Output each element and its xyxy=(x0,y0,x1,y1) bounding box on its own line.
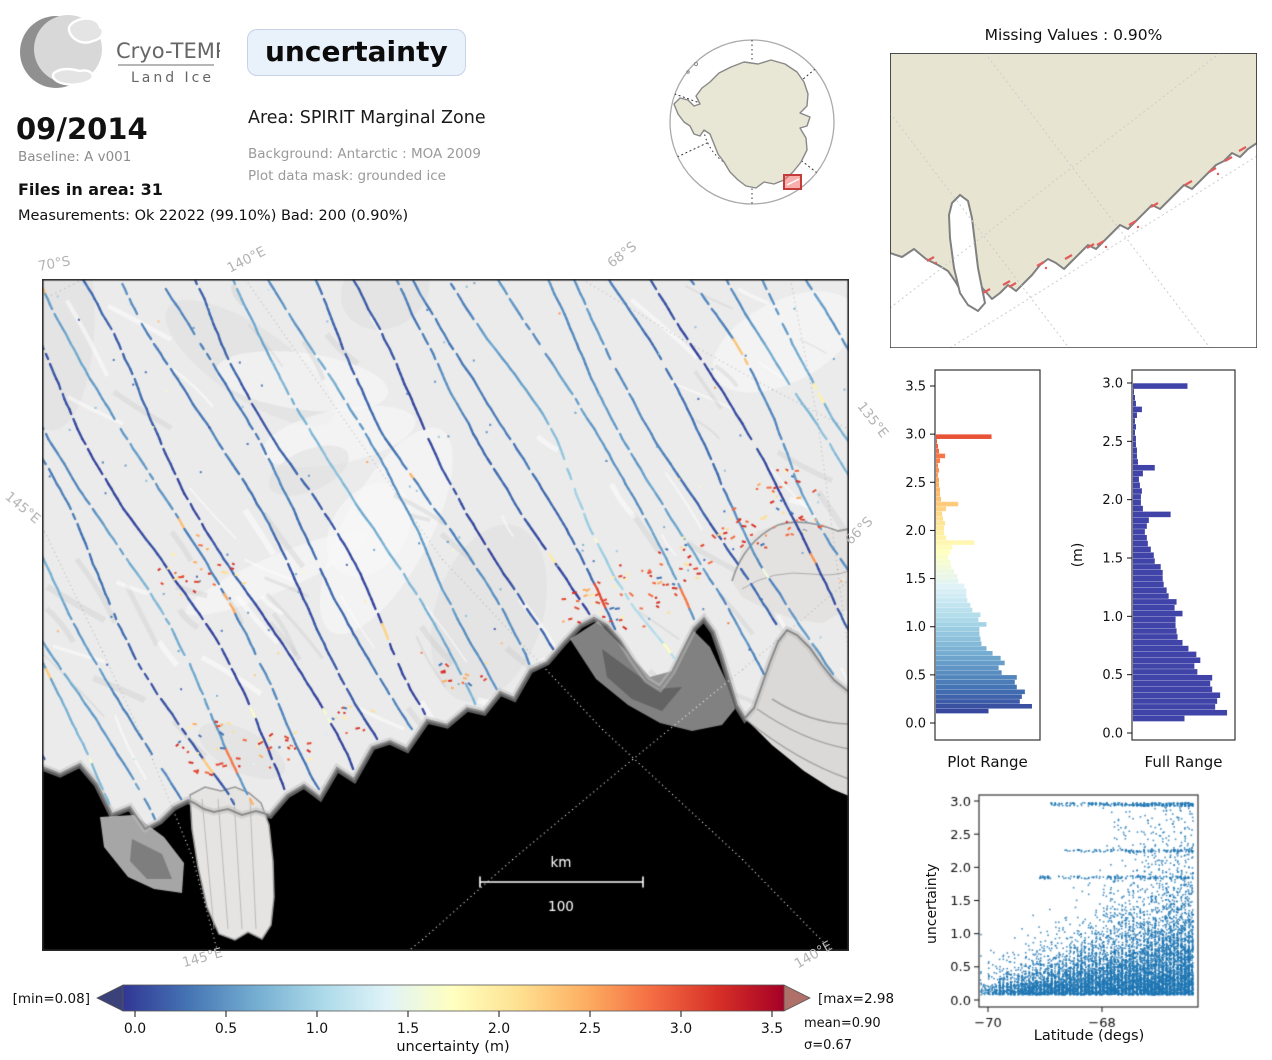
scatter-xlabel: Latitude (degs) xyxy=(1033,1028,1145,1044)
hist-tick-label: 2.0 xyxy=(905,524,926,539)
mv-missing-mark xyxy=(1064,254,1073,260)
hist-tick-label: 0.0 xyxy=(905,717,926,732)
histogram-bars xyxy=(1133,383,1228,722)
uncertainty-colorbar: 0.0 0.5 1.0 1.5 2.0 2.5 3.0 3.5 [min=0.08] [max… xyxy=(13,984,899,1055)
colorbar-tick-label: 1.5 xyxy=(397,1021,419,1037)
hist-tick-label: 1.0 xyxy=(1102,610,1123,625)
hist-tick-label: 0.5 xyxy=(1102,668,1123,683)
scatter-ylabel: uncertainty xyxy=(924,863,940,944)
cryo-tempo-logo: Cryo-TEMPO Land Ice xyxy=(20,15,220,88)
colorbar-ticks: 0.0 0.5 1.0 1.5 2.0 2.5 3.0 3.5 xyxy=(124,1011,783,1037)
colorbar-tick-label: 0.0 xyxy=(124,1021,146,1037)
graticule-label: 135°E xyxy=(853,398,892,442)
colorbar-over-arrow xyxy=(783,984,811,1012)
mv-missing-mark xyxy=(1086,243,1095,249)
hist-tick-label: 2.5 xyxy=(905,476,926,491)
histogram-bars xyxy=(936,434,1032,714)
main-map-canvas xyxy=(42,279,849,951)
antarctica-locator-globe xyxy=(669,39,835,205)
hist-ylabel: (m) xyxy=(1070,543,1086,568)
mv-missing-mark xyxy=(1128,220,1137,226)
mv-missing-mark xyxy=(1150,202,1159,208)
mv-missing-mark xyxy=(1002,280,1011,286)
mv-missing-mark xyxy=(1036,261,1045,267)
latitude-uncertainty-scatter xyxy=(895,782,1215,1060)
colorbar-mean-label: mean=0.90 xyxy=(804,1016,881,1031)
hist-tick-label: 1.5 xyxy=(905,572,926,587)
mv-missing-mark xyxy=(1184,180,1193,186)
mv-glacier-tongue xyxy=(947,193,987,313)
mv-missing-mark xyxy=(1208,167,1217,173)
background-info: Background: Antarctic : MOA 2009 xyxy=(248,146,481,162)
mv-missing-mark xyxy=(982,288,991,294)
logo-antarctica-icon xyxy=(51,67,94,86)
colorbar-sigma-label: σ=0.67 xyxy=(804,1038,852,1053)
measurements-summary: Measurements: Ok 22022 (99.10%) Bad: 200… xyxy=(18,208,409,224)
logo-greenland-icon xyxy=(67,17,104,44)
plot-mask-info: Plot data mask: grounded ice xyxy=(248,168,446,184)
colorbar-under-arrow xyxy=(96,984,124,1012)
area-title: Area: SPIRIT Marginal Zone xyxy=(248,108,486,128)
hist-title: Plot Range xyxy=(947,753,1028,771)
files-in-area: Files in area: 31 xyxy=(18,180,163,199)
colorbar-gradient xyxy=(122,984,785,1012)
graticule-label: 140°E xyxy=(224,243,269,277)
hist-tick-label: 3.0 xyxy=(905,428,926,443)
mv-missing-mark xyxy=(1224,156,1233,162)
hist-tick-label: 0.0 xyxy=(1102,727,1123,742)
hist-tick-label: 2.0 xyxy=(1102,493,1123,508)
mv-missing-mark xyxy=(1096,240,1105,246)
hist-title: Full Range xyxy=(1145,753,1223,771)
colorbar-tick-label: 1.0 xyxy=(306,1021,328,1037)
colorbar-tick-label: 3.0 xyxy=(670,1021,692,1037)
hist-tick-label: 0.5 xyxy=(905,668,926,683)
colorbar-max-label: [max=2.98] xyxy=(818,991,899,1007)
colorbar-axis-label: uncertainty (m) xyxy=(396,1039,509,1055)
graticule-label: 145°E xyxy=(1,488,44,528)
hist-tick-label: 3.5 xyxy=(905,380,926,395)
mv-missing-mark xyxy=(926,256,935,262)
colorbar-tick-label: 2.0 xyxy=(488,1021,510,1037)
full-range-histogram: 0.0 0.5 1.0 1.5 2.0 2.5 3.0 Full Range (m) xyxy=(1070,369,1236,771)
logo-subtitle: Land Ice xyxy=(131,70,214,86)
colorbar-tick-label: 3.5 xyxy=(761,1021,783,1037)
colorbar-min-label: [min=0.08] xyxy=(13,991,90,1007)
logo-title: Cryo-TEMPO xyxy=(116,39,220,63)
mv-missing-mark xyxy=(1008,282,1017,288)
baseline-version: Baseline: A v001 xyxy=(18,149,132,165)
mv-missing-mark xyxy=(1238,146,1247,152)
globe-antarctica-landmass xyxy=(673,59,811,189)
plot-range-histogram: 0.0 0.5 1.0 1.5 2.0 2.5 3.0 3.5 Plot Range xyxy=(905,369,1041,771)
variable-badge: uncertainty xyxy=(247,29,466,76)
colorbar-tick-label: 2.5 xyxy=(579,1021,601,1037)
graticule-label: 70°S xyxy=(36,253,72,275)
hist-tick-label: 1.5 xyxy=(1102,551,1123,566)
hist-tick-label: 2.5 xyxy=(1102,435,1123,450)
graticule-label: 68°S xyxy=(604,238,640,272)
missing-values-title: Missing Values : 0.90% xyxy=(984,26,1163,44)
report-date: 09/2014 xyxy=(16,112,148,146)
colorbar-tick-label: 0.5 xyxy=(215,1021,237,1037)
missing-values-map xyxy=(890,53,1257,348)
hist-tick-label: 1.0 xyxy=(905,620,926,635)
hist-tick-label: 3.0 xyxy=(1102,376,1123,391)
